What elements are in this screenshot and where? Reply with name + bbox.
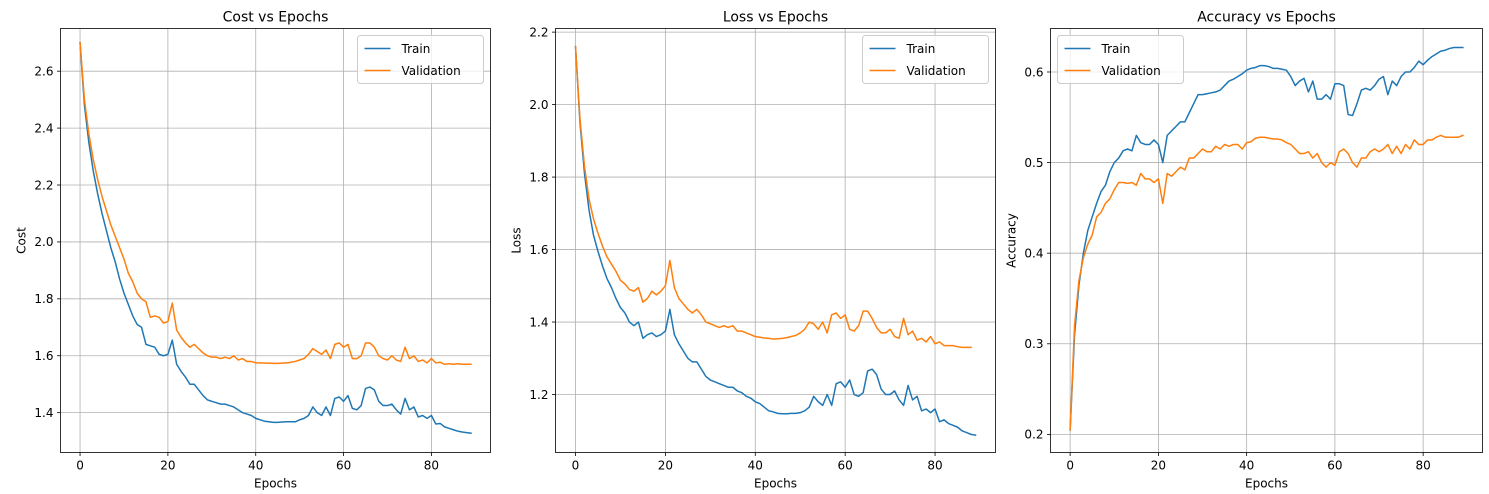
chart-3-axes-frame — [1050, 28, 1483, 453]
chart-1-xtick-label-0: 0 — [76, 459, 84, 473]
chart-2-ytick-label-2: 1.6 — [529, 243, 548, 257]
chart-3-series-train — [1069, 46, 1464, 431]
chart-2-loss: 0 20 40 60 80 1.2 1.4 1.6 1.8 2.0 2.2 Loss vs Epoch… — [510, 10, 996, 491]
chart-1-ytick-label-0: 1.4 — [34, 406, 53, 420]
chart-3-xtick-label-0: 0 — [1066, 459, 1074, 473]
chart-2-xtick-label-2: 40 — [748, 459, 763, 473]
chart-2-xtick-label-0: 0 — [572, 459, 580, 473]
chart-1-ytick-label-3: 2.0 — [34, 235, 53, 249]
chart-2-ytick-label-0: 1.2 — [529, 388, 548, 402]
chart-2-legend-box — [862, 35, 989, 84]
chart-2-ytick-label-3: 1.8 — [529, 170, 548, 184]
chart-1-legend: Train Validation — [357, 35, 484, 84]
chart-1-legend-label-train: Train — [401, 42, 431, 56]
chart-2-ytick-label-1: 1.4 — [529, 315, 548, 329]
chart-3-xlabel: Epochs — [1245, 477, 1288, 491]
chart-1-ytick-label-1: 1.6 — [34, 349, 53, 363]
chart-3-xtick-label-2: 40 — [1239, 459, 1254, 473]
chart-1-xtick-label-4: 80 — [424, 459, 439, 473]
chart-1-xtick-label-1: 20 — [160, 459, 175, 473]
chart-2-legend-label-validation: Validation — [907, 64, 966, 78]
chart-2-ytick-label-4: 2.0 — [529, 98, 548, 112]
chart-2-xtick-label-3: 60 — [838, 459, 853, 473]
chart-3-legend-box — [1057, 35, 1184, 84]
chart-2-ytick-label-5: 2.2 — [529, 25, 548, 39]
chart-1-legend-label-validation: Validation — [402, 64, 461, 78]
chart-3-xtick-label-1: 20 — [1151, 459, 1166, 473]
chart-3-ytick-label-0: 0.2 — [1024, 428, 1043, 442]
chart-3-series-validation — [1069, 134, 1464, 431]
chart-1-ylabel: Cost — [15, 227, 29, 254]
chart-1-axes-frame — [60, 28, 491, 453]
chart-1-ytick-label-6: 2.6 — [34, 64, 53, 78]
chart-1-legend-box — [357, 35, 484, 84]
chart-2-ylabel: Loss — [510, 227, 524, 253]
chart-2-xlabel: Epochs — [754, 477, 797, 491]
chart-2-xtick-label-4: 80 — [927, 459, 942, 473]
chart-3-legend-label-validation: Validation — [1102, 64, 1161, 78]
chart-3-ylabel: Accuracy — [1005, 213, 1019, 268]
chart-2-legend-label-train: Train — [906, 42, 936, 56]
chart-3-ytick-label-2: 0.4 — [1024, 246, 1043, 260]
chart-2-series-validation — [574, 45, 972, 349]
chart-3-ytick-label-3: 0.5 — [1024, 156, 1043, 170]
chart-3-xtick-label-3: 60 — [1327, 459, 1342, 473]
chart-2-title: Loss vs Epochs — [723, 10, 828, 26]
chart-3-legend: Train Validation — [1057, 35, 1184, 84]
chart-1-cost: 0 20 40 60 80 1.4 1.6 1.8 2.0 2.2 2.4 2.6 Cost vs Ep… — [15, 10, 491, 491]
chart-1-ytick-label-4: 2.2 — [34, 178, 53, 192]
chart-3-xtick-label-4: 80 — [1416, 459, 1431, 473]
chart-1-series-train — [79, 41, 472, 434]
chart-1-xtick-label-3: 60 — [336, 459, 351, 473]
chart-1-ytick-label-2: 1.8 — [34, 292, 53, 306]
chart-3-ytick-label-1: 0.3 — [1024, 337, 1043, 351]
chart-3-legend-label-train: Train — [1101, 42, 1131, 56]
chart-1-xlabel: Epochs — [254, 477, 297, 491]
chart-1-title: Cost vs Epochs — [223, 10, 329, 26]
chart-2-axes-frame — [555, 28, 996, 453]
chart-1-xtick-label-2: 40 — [248, 459, 263, 473]
chart-2-series-train — [574, 45, 977, 436]
chart-2-xtick-label-1: 20 — [658, 459, 673, 473]
chart-3-ytick-label-4: 0.6 — [1024, 65, 1043, 79]
chart-1-ytick-label-5: 2.4 — [34, 121, 53, 135]
chart-2-legend: Train Validation — [862, 35, 989, 84]
chart-1-series-validation — [79, 41, 472, 366]
chart-3-title: Accuracy vs Epochs — [1197, 10, 1336, 26]
chart-3-accuracy: 0 20 40 60 80 0.2 0.3 0.4 0.5 0.6 Accuracy vs Epoc… — [1005, 10, 1483, 491]
